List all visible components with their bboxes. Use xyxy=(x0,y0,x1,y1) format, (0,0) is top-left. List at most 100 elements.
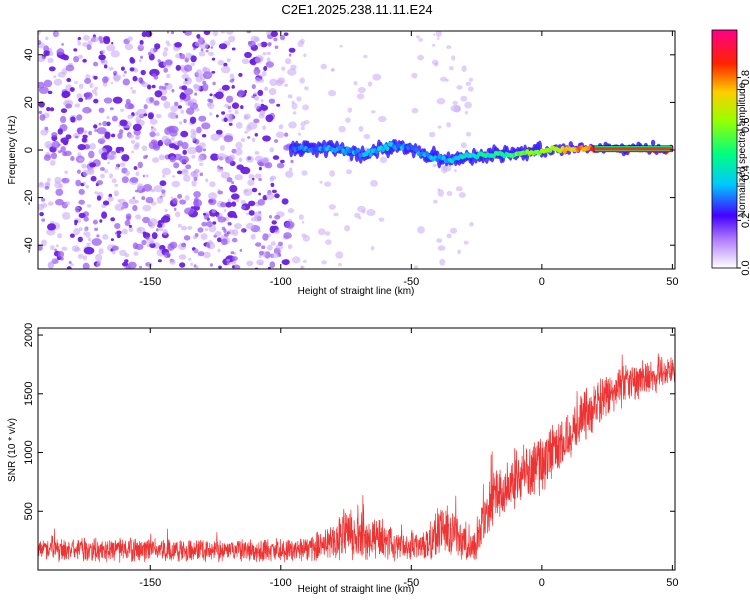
spectrogram-noise-dot xyxy=(151,139,157,144)
spectrogram-noise-dot xyxy=(209,263,213,267)
spectrogram-noise-dot xyxy=(246,260,254,267)
spectrogram-noise-dot xyxy=(179,64,186,72)
spectrogram-noise-dot xyxy=(254,36,260,42)
spectrogram-noise-dot xyxy=(246,31,252,34)
spectrogram-noise-dot xyxy=(193,191,201,198)
spectrogram-noise-dot xyxy=(214,231,222,237)
spectrogram-noise-dot xyxy=(197,154,204,162)
spectrogram-noise-dot xyxy=(429,131,436,138)
spectrogram-noise-dot xyxy=(195,69,203,77)
spectrogram-noise-dot xyxy=(269,215,272,219)
snr-y-tick-label: 1500 xyxy=(23,382,35,406)
spectrogram-noise-dot xyxy=(165,40,170,44)
spectrogram-noise-dot xyxy=(235,122,243,129)
spectrogram-noise-dot xyxy=(48,66,56,72)
spectrogram-noise-dot xyxy=(464,101,472,109)
spectrogram-noise-dot xyxy=(433,33,436,36)
spectrogram-noise-dot xyxy=(73,228,80,236)
spectrogram-noise-dot xyxy=(56,48,65,56)
spectrogram-noise-dot xyxy=(288,47,296,53)
spectrogram-noise-dot xyxy=(435,31,442,38)
spectrogram-noise-dot xyxy=(122,228,128,235)
spectrogram-noise-dot xyxy=(89,162,97,168)
spectrogram-ridge-halo xyxy=(650,139,656,146)
spectrogram-noise-dot xyxy=(182,149,187,155)
spectrogram-noise-dot xyxy=(188,257,192,261)
spectrogram-noise-dot xyxy=(41,197,46,202)
spectrogram-noise-dot xyxy=(43,50,49,57)
spectrogram-noise-dot xyxy=(55,188,64,196)
spectrogram-noise-dot xyxy=(225,201,233,208)
spectrogram-noise-dot xyxy=(182,168,188,173)
spectrogram-noise-dot xyxy=(184,88,194,96)
spectrogram-noise-dot xyxy=(149,131,156,138)
spectrogram-noise-dot xyxy=(260,41,268,48)
spectrogram-noise-dot xyxy=(302,234,310,242)
spectrogram-noise-dot xyxy=(199,172,204,177)
spectrogram-noise-dot xyxy=(276,162,285,169)
spectrogram-noise-dot xyxy=(178,254,187,260)
spectrogram-noise-dot xyxy=(153,75,159,80)
snr-background xyxy=(38,328,675,570)
spectrogram-noise-dot xyxy=(150,188,155,193)
spectrogram-noise-dot xyxy=(254,56,263,64)
spectrogram-noise-dot xyxy=(108,173,114,179)
spectrogram-noise-dot xyxy=(113,190,119,196)
spectrogram-noise-dot xyxy=(76,93,83,99)
spectrogram-noise-dot xyxy=(157,139,164,147)
spectrogram-noise-dot xyxy=(347,107,353,113)
spectrogram-noise-dot xyxy=(179,93,187,100)
spectrogram-noise-dot xyxy=(87,237,92,242)
spectrogram-noise-dot xyxy=(446,122,452,128)
spectrogram-noise-dot xyxy=(333,212,339,217)
spectrogram-noise-dot xyxy=(247,156,252,161)
spectrogram-noise-dot xyxy=(287,244,293,250)
spectrogram-noise-dot xyxy=(201,221,208,227)
spectrogram-noise-dot xyxy=(303,53,307,58)
spectrogram-noise-dot xyxy=(454,169,457,173)
spectrogram-noise-dot xyxy=(319,180,323,184)
spectrogram-ridge-point xyxy=(414,147,419,153)
spectrogram-noise-dot xyxy=(183,118,187,124)
spectrogram-noise-dot xyxy=(125,213,132,220)
spectrogram-noise-dot xyxy=(434,62,439,67)
spectrogram-noise-dot xyxy=(257,89,264,96)
spectrogram-noise-dot xyxy=(99,219,103,223)
spectrogram-noise-dot xyxy=(76,114,83,121)
spectrogram-noise-dot xyxy=(208,198,217,206)
spectrogram-noise-dot xyxy=(450,227,458,234)
spectrogram-noise-dot xyxy=(190,55,197,63)
spectrogram-noise-dot xyxy=(363,54,368,59)
spectrogram-noise-dot xyxy=(69,87,75,92)
spectrogram-noise-dot xyxy=(38,244,43,251)
spectrogram-noise-dot xyxy=(82,169,89,177)
spectrogram-noise-dot xyxy=(151,232,158,240)
spectrogram-noise-dot xyxy=(151,84,156,89)
spectrogram-noise-dot xyxy=(90,175,97,182)
spectrogram-noise-dot xyxy=(170,105,178,113)
spectrogram-noise-dot xyxy=(202,83,209,92)
snr-x-tick-label: -50 xyxy=(403,577,419,589)
spectrogram-noise-dot xyxy=(216,167,224,173)
spectrogram-noise-dot xyxy=(197,227,204,233)
spectrogram-noise-dot xyxy=(201,134,207,138)
spectrogram-noise-dot xyxy=(78,199,85,205)
spectrogram-noise-dot xyxy=(57,233,62,239)
spectrogram-noise-dot xyxy=(86,204,92,208)
spectrogram-noise-dot xyxy=(78,83,84,90)
spectrogram-noise-dot xyxy=(218,43,228,50)
spectrogram-noise-dot xyxy=(44,141,53,149)
spectrogram-noise-dot xyxy=(200,48,204,52)
spectrogram-noise-dot xyxy=(217,216,226,223)
spectrogram-noise-dot xyxy=(265,192,275,200)
spectrogram-noise-dot xyxy=(287,68,297,76)
spectrogram-noise-dot xyxy=(193,130,197,135)
spectrogram-noise-dot xyxy=(135,116,142,123)
spectrogram-y-tick-label: 0 xyxy=(23,147,35,153)
spectrogram-noise-dot xyxy=(83,35,90,41)
spectrogram-noise-dot xyxy=(416,35,420,39)
spectrogram-noise-dot xyxy=(279,35,286,41)
spectrogram-noise-dot xyxy=(111,245,119,251)
spectrogram-x-axis: -150 -100 -50 0 50 xyxy=(139,31,679,288)
spectrogram-noise-dot xyxy=(346,169,352,175)
